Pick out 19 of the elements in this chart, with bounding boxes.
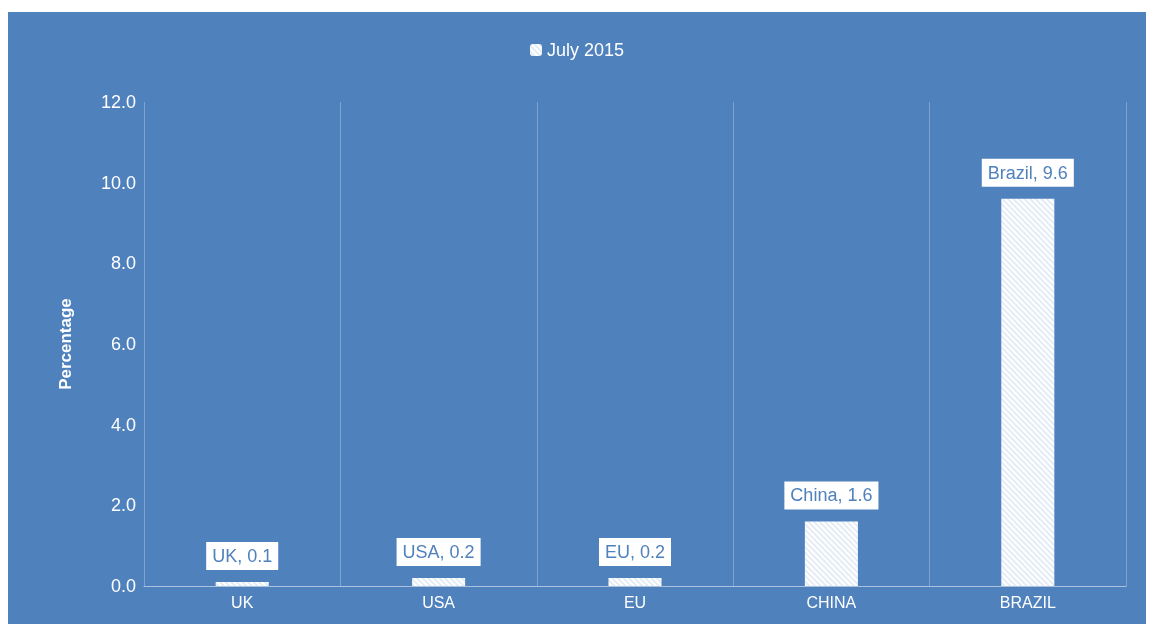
x-tick-label: BRAZIL	[999, 593, 1056, 611]
data-label: USA, 0.2	[402, 541, 475, 562]
y-tick-label: 6.0	[110, 334, 136, 354]
y-tick-label: 10.0	[100, 172, 136, 193]
y-tick-label: 0.0	[110, 576, 136, 596]
y-tick-label: 2.0	[110, 495, 136, 516]
data-label: EU, 0.2	[604, 541, 666, 562]
y-axis-title: Percentage	[56, 298, 75, 390]
data-label: UK, 0.1	[212, 545, 273, 566]
y-tick-label: 12.0	[100, 92, 136, 112]
data-label: China, 1.6	[790, 485, 873, 506]
data-label: Brazil, 9.6	[987, 162, 1068, 183]
x-tick-label: CHINA	[806, 593, 857, 611]
legend-label: July 2015	[546, 40, 625, 60]
x-tick-label: EU	[623, 593, 647, 611]
x-tick-label: USA	[422, 593, 456, 611]
x-tick-label: UK	[231, 593, 254, 611]
y-tick-label: 8.0	[110, 253, 136, 274]
y-tick-label: 4.0	[110, 414, 136, 435]
